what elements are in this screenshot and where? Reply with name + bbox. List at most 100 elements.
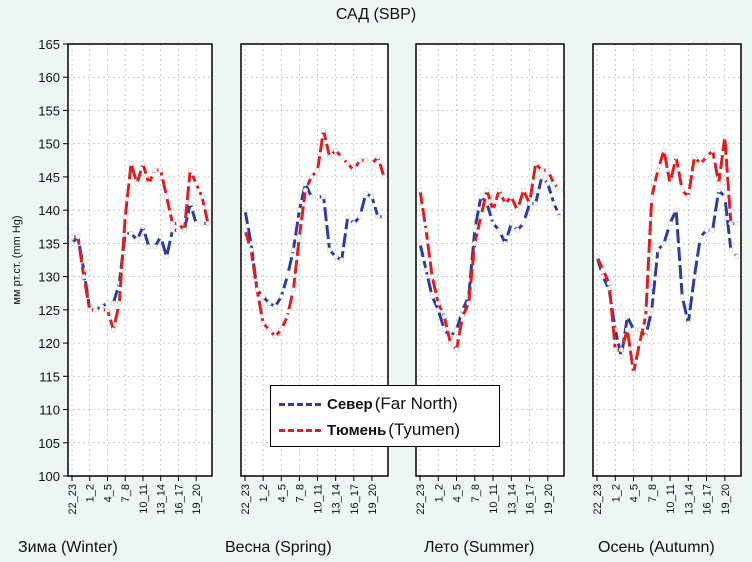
data-point-far-north <box>266 300 272 306</box>
data-point-tyumen <box>75 234 81 240</box>
data-point-tyumen <box>728 220 734 226</box>
data-point-far-north <box>175 227 181 233</box>
data-point-tyumen <box>429 274 435 280</box>
data-point-far-north <box>624 313 630 319</box>
data-point-tyumen <box>327 154 333 160</box>
data-point-tyumen <box>527 201 533 207</box>
data-point-tyumen <box>363 157 369 163</box>
x-tick-label: 19_20 <box>543 484 555 515</box>
data-point-far-north <box>158 234 164 240</box>
x-tick-label: 16_17 <box>702 484 714 515</box>
x-tick-label: 22_23 <box>592 484 604 515</box>
data-point-far-north <box>716 187 722 193</box>
x-tick-label: 22_23 <box>415 484 427 515</box>
plot-frame <box>240 43 389 477</box>
data-point-far-north <box>164 254 170 260</box>
data-point-far-north <box>193 220 199 226</box>
data-point-far-north <box>710 227 716 233</box>
data-point-tyumen <box>447 340 453 346</box>
data-point-tyumen <box>146 181 152 187</box>
data-point-far-north <box>284 274 290 280</box>
data-point-far-north <box>520 220 526 226</box>
y-tick-label: 130 <box>38 270 60 285</box>
panel-label-autumn: Осень (Autumn) <box>598 539 715 556</box>
y-axis-label: мм рт.ст. (mm Hg) <box>11 215 23 304</box>
data-point-tyumen <box>734 220 740 226</box>
data-point-tyumen <box>104 307 110 313</box>
plot-frame <box>67 43 213 477</box>
data-point-tyumen <box>508 194 514 200</box>
data-point-tyumen <box>302 187 308 193</box>
data-point-far-north <box>104 300 110 306</box>
data-point-tyumen <box>140 161 146 167</box>
y-tick-label: 145 <box>38 170 60 185</box>
x-tick-label: 19_20 <box>720 484 732 515</box>
data-point-tyumen <box>187 167 193 173</box>
data-point-tyumen <box>435 300 441 306</box>
data-point-tyumen <box>181 227 187 233</box>
data-point-far-north <box>272 304 278 310</box>
x-tick-label: 19_20 <box>367 484 379 515</box>
data-point-tyumen <box>643 313 649 319</box>
data-point-tyumen <box>679 187 685 193</box>
data-point-far-north <box>502 240 508 246</box>
data-point-far-north <box>545 181 551 187</box>
data-point-far-north <box>539 174 545 180</box>
data-point-tyumen <box>99 307 105 313</box>
x-tick-label: 7_8 <box>647 484 659 502</box>
data-point-tyumen <box>278 327 284 333</box>
data-point-tyumen <box>175 220 181 226</box>
x-tick-label: 22_23 <box>67 484 79 515</box>
plot-area <box>68 44 212 476</box>
data-point-tyumen <box>417 187 423 193</box>
legend-item-far-north: Север (Far North) <box>279 392 458 416</box>
data-point-far-north <box>327 247 333 253</box>
data-point-far-north <box>345 214 351 220</box>
series-line-far-north <box>418 175 562 338</box>
data-point-tyumen <box>266 327 272 333</box>
data-point-far-north <box>661 240 667 246</box>
data-point-far-north <box>454 327 460 333</box>
data-point-far-north <box>472 227 478 233</box>
data-point-tyumen <box>612 347 618 353</box>
data-point-far-north <box>679 294 685 300</box>
data-point-tyumen <box>539 167 545 173</box>
data-point-tyumen <box>661 147 667 153</box>
data-point-far-north <box>490 220 496 226</box>
data-point-tyumen <box>351 167 357 173</box>
x-tick-label: 10_11 <box>138 484 150 514</box>
panel-1: 22_23 1_2 4_5 7_8 10_11 13_14 16_17 19_20 <box>240 43 389 515</box>
data-point-far-north <box>496 227 502 233</box>
data-point-tyumen <box>460 313 466 319</box>
y-tick-label: 165 <box>38 37 60 52</box>
x-tick-label: 7_8 <box>120 484 132 502</box>
data-point-far-north <box>722 194 728 200</box>
legend-label: (Tyumen) <box>388 420 461 439</box>
data-point-far-north <box>618 353 624 359</box>
data-point-tyumen <box>496 187 502 193</box>
data-point-tyumen <box>345 161 351 167</box>
data-point-tyumen <box>339 154 345 160</box>
data-point-tyumen <box>87 307 93 313</box>
data-point-tyumen <box>134 181 140 187</box>
data-point-tyumen <box>502 201 508 207</box>
x-tick-label: 19_20 <box>191 484 203 515</box>
data-point-far-north <box>242 207 248 213</box>
data-point-tyumen <box>170 220 176 226</box>
plot-area <box>593 44 741 476</box>
data-point-tyumen <box>655 167 661 173</box>
data-point-tyumen <box>545 167 551 173</box>
data-point-tyumen <box>704 154 710 160</box>
data-point-far-north <box>152 244 158 250</box>
data-point-tyumen <box>199 194 205 200</box>
data-point-far-north <box>685 320 691 326</box>
data-point-tyumen <box>296 234 302 240</box>
data-point-tyumen <box>710 147 716 153</box>
x-tick-label: 7_8 <box>470 484 482 502</box>
data-point-tyumen <box>454 347 460 353</box>
data-point-far-north <box>333 254 339 260</box>
data-point-tyumen <box>321 127 327 133</box>
y-tick-label: 135 <box>38 236 60 251</box>
x-tick-label: 16_17 <box>349 484 361 515</box>
data-point-tyumen <box>618 347 624 353</box>
